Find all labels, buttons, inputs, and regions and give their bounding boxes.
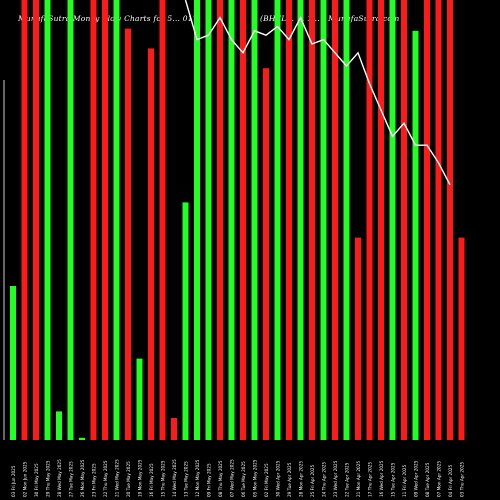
bar-14 <box>159 0 166 440</box>
x-tick-label: 22 Tue Apr 2025 <box>345 462 350 497</box>
x-tick-label: 02 Fri May 2025 <box>264 463 269 497</box>
x-tick-label: 28 Wed May 2025 <box>57 459 62 497</box>
bar-33 <box>378 0 384 440</box>
x-tick-label: 12 Mon May 2025 <box>195 459 200 497</box>
x-tick-label: 21 Mon Apr 2025 <box>356 461 361 497</box>
x-tick-label: 11 Fri Apr 2025 <box>402 464 407 497</box>
bar-24 <box>274 0 281 440</box>
x-tick-label: 22 Thu May 2025 <box>103 460 108 497</box>
bar-40 <box>458 237 465 440</box>
bar-12 <box>136 358 143 440</box>
x-tick-label: 26 Mon May 2025 <box>80 459 85 497</box>
trend-line-group <box>3 0 451 440</box>
bar-31 <box>355 237 361 440</box>
bar-36 <box>412 30 419 441</box>
bar-5 <box>56 411 62 440</box>
x-tick-labels: 03 Fri Jun 2025 02 Mon Jun 2025 30 Fri May… <box>11 459 465 497</box>
bar-4 <box>44 0 51 440</box>
bar-7 <box>79 437 85 440</box>
bar-15 <box>171 418 177 440</box>
bar-8 <box>90 0 97 440</box>
bar-10 <box>113 0 120 440</box>
x-tick-label: 27 Tue May 2025 <box>69 461 74 497</box>
x-tick-label: 15 Tue Apr 2025 <box>391 462 396 497</box>
x-tick-label: 14 Wed May 2025 <box>172 459 177 497</box>
x-tick-label: 29 Thu May 2025 <box>46 460 51 497</box>
x-tick-label: 30 Fri May 2025 <box>34 463 39 497</box>
bar-26 <box>297 0 304 440</box>
bar-20 <box>228 0 235 440</box>
bar-37 <box>424 0 430 440</box>
x-tick-label: 21 Wed May 2025 <box>115 459 120 497</box>
bar-23 <box>263 68 269 440</box>
x-tick-label: 25 Fri Apr 2025 <box>310 464 315 497</box>
x-tick-label: 04 Fri Apr 2025 <box>448 464 453 497</box>
x-tick-label: 19 Mon May 2025 <box>138 459 143 497</box>
bar-30 <box>343 0 350 440</box>
x-tick-label: 02 Mon Jun 2025 <box>23 461 28 497</box>
chart-title-right: (BHEL... ... 1... ) MunafaSutra.com <box>260 14 400 23</box>
bar-21 <box>240 0 246 440</box>
x-tick-label: 03 Fri Jun 2025 <box>11 465 16 497</box>
bar-11 <box>125 28 131 440</box>
bar-35 <box>401 0 407 440</box>
bar-13 <box>148 48 154 441</box>
bar-6 <box>67 0 74 440</box>
trend-line <box>184 0 451 186</box>
bar-29 <box>332 0 338 440</box>
bar-19 <box>217 0 223 440</box>
x-tick-label: 03 Thu Apr 2025 <box>460 462 465 497</box>
x-tick-label: 15 Thu May 2025 <box>161 460 166 497</box>
bar-22 <box>251 0 258 440</box>
bar-32 <box>366 0 373 440</box>
bar-1 <box>10 286 16 440</box>
x-tick-label: 16 Wed Apr 2025 <box>379 460 384 497</box>
x-tick-label: 29 Tue Apr 2025 <box>287 462 292 497</box>
bar-28 <box>320 0 327 440</box>
bar-9 <box>102 0 108 440</box>
x-tick-label: 23 Fri May 2025 <box>92 463 97 497</box>
bar-27 <box>309 0 315 440</box>
x-tick-label: 08 Tue Apr 2025 <box>425 462 430 497</box>
bar-series <box>10 0 465 441</box>
x-tick-label: 23 Wed Apr 2025 <box>333 460 338 497</box>
x-tick-label: 05 Mon May 2025 <box>253 459 258 497</box>
x-tick-label: 13 Tue May 2025 <box>184 461 189 497</box>
bar-16 <box>182 202 189 440</box>
x-tick-label: 08 Thu May 2025 <box>218 460 223 497</box>
x-tick-label: 24 Thu Apr 2025 <box>322 462 327 497</box>
x-tick-label: 20 Tue May 2025 <box>126 461 131 497</box>
x-tick-label: 17 Thu Apr 2025 <box>368 462 373 497</box>
x-tick-label: 07 Wed May 2025 <box>230 459 235 497</box>
x-tick-label: 30 Wed Apr 2025 <box>276 460 281 497</box>
x-tick-label: 09 Wed Apr 2025 <box>414 460 419 497</box>
bar-38 <box>435 0 442 440</box>
x-tick-label: 09 Fri May 2025 <box>207 463 212 497</box>
bar-18 <box>205 0 212 440</box>
x-tick-label: 07 Mon Apr 2025 <box>437 461 442 497</box>
bar-34 <box>389 0 396 440</box>
bar-17 <box>194 0 200 440</box>
bar-3 <box>33 0 39 440</box>
x-tick-label: 28 Mon Apr 2025 <box>299 461 304 497</box>
bar-2 <box>21 0 28 440</box>
bar-25 <box>286 0 292 440</box>
bar-39 <box>447 0 453 440</box>
x-tick-label: 06 Tue May 2025 <box>241 461 246 497</box>
x-tick-label: 16 Fri May 2025 <box>149 463 154 497</box>
